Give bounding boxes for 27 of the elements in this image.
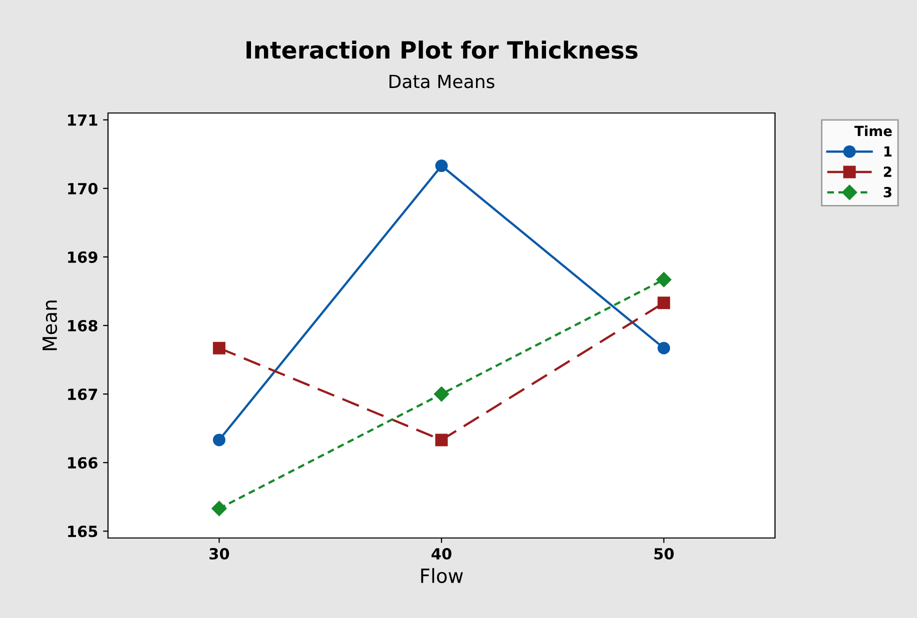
point: [658, 342, 670, 354]
legend-label: 2: [884, 166, 892, 177]
y-tick-label: 171: [68, 114, 98, 126]
point: [212, 434, 226, 446]
point: [434, 386, 450, 402]
legend-label: 1: [884, 146, 892, 156]
y-tick-label: 167: [68, 388, 98, 400]
y-axis-title: Mean: [42, 300, 58, 350]
point: [435, 434, 448, 446]
chart-subtitle: Data Means: [390, 74, 494, 88]
y-tick-label: 169: [68, 251, 98, 263]
legend-title: Time: [854, 126, 892, 136]
y-tick-label: 168: [68, 320, 98, 332]
y-tick-label: 166: [68, 457, 98, 469]
point: [658, 296, 670, 310]
chart-title: Interaction Plot for Thickness: [246, 40, 638, 59]
legend-label: 3: [884, 186, 892, 198]
point: [212, 500, 227, 516]
x-tick-label: 50: [654, 548, 674, 560]
x-tick-label: 40: [432, 548, 452, 560]
y-tick-label: 165: [68, 526, 98, 538]
point: [656, 272, 672, 288]
y-tick-label: 170: [68, 182, 98, 194]
x-axis-title: Flow: [421, 568, 463, 584]
point: [212, 342, 226, 354]
x-tick-label: 30: [210, 548, 230, 560]
point: [435, 160, 448, 172]
